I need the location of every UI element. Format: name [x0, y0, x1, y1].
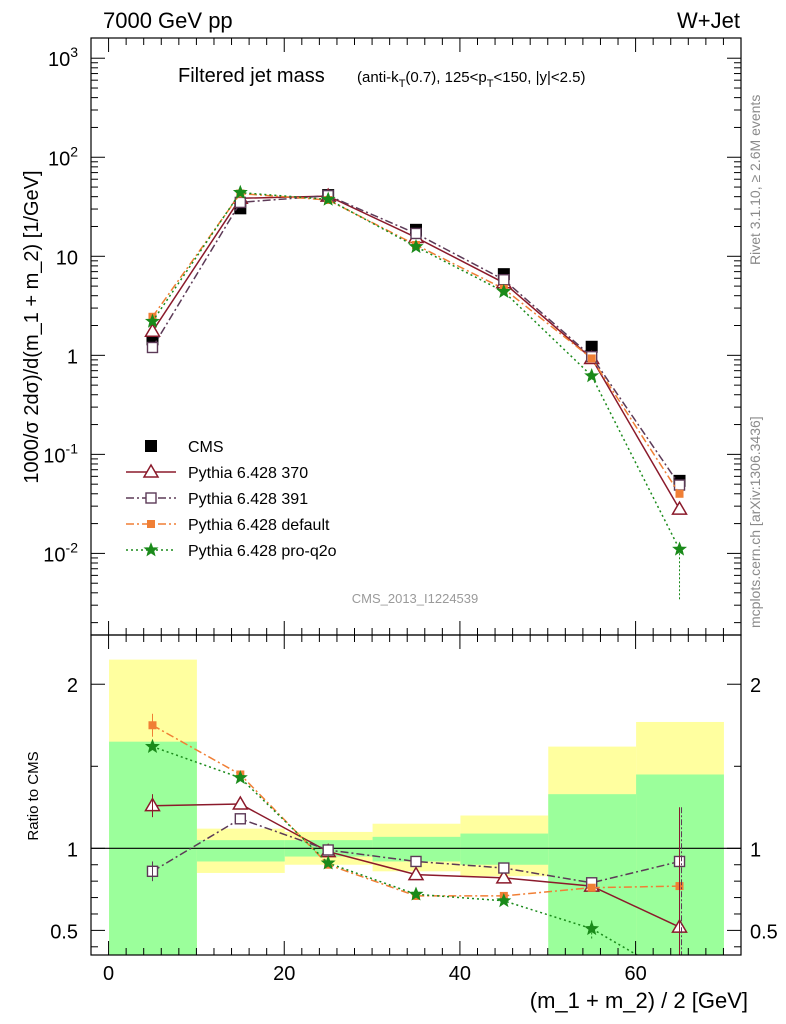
legend-marker: [145, 440, 157, 452]
data-point: [584, 368, 600, 383]
y-tick-label: 10-1: [43, 440, 78, 467]
rivet-label: Rivet 3.1.10, ≥ 2.6M events: [747, 95, 763, 265]
ratio-point: [320, 855, 336, 870]
plot-title: Filtered jet mass: [178, 65, 325, 87]
data-point: [585, 340, 598, 353]
legend-label: Pythia 6.428 default: [188, 517, 330, 534]
ratio-y-axis-title: Ratio to CMS: [25, 751, 42, 840]
legend-entry: Pythia 6.428 370: [126, 463, 308, 482]
upper-y-axis-title: 1000/σ 2dσ)/d(m_1 + m_2) [1/GeV]: [21, 170, 43, 483]
legend-marker: [143, 542, 159, 557]
ratio-y-tick-label: 1: [67, 839, 78, 861]
legend-entry: Pythia 6.428 391: [126, 491, 308, 508]
legend-label: Pythia 6.428 pro-q2o: [188, 543, 337, 560]
ratio-point: [407, 866, 425, 881]
uncertainty-band-green: [460, 833, 549, 865]
ratio-y-tick-label-right: 0.5: [750, 921, 778, 943]
ratio-point: [322, 844, 334, 856]
y-tick-label: 10: [56, 247, 78, 269]
x-axis-title: (m_1 + m_2) / 2 [GeV]: [530, 988, 748, 1013]
ratio-point: [144, 738, 160, 753]
ratio-frame: [90, 634, 742, 956]
data-point: [672, 541, 688, 556]
ratio-y-tick-label: 2: [67, 675, 78, 697]
legend-label: Pythia 6.428 370: [188, 465, 308, 482]
y-tick-label: 1: [67, 346, 78, 368]
data-point: [587, 354, 596, 363]
data-point: [675, 489, 684, 498]
data-point: [496, 283, 512, 298]
header-left: 7000 GeV pp: [103, 8, 233, 33]
ratio-point: [408, 886, 424, 901]
legend-entry: Pythia 6.428 default: [126, 517, 330, 534]
header-right: W+Jet: [677, 8, 740, 33]
data-point: [408, 238, 424, 254]
series-pythia-6-428-391: [146, 189, 686, 491]
data-point: [498, 274, 510, 286]
x-tick-label: 0: [103, 963, 114, 985]
plot-subtitle: (anti-kT(0.7), 125<pT<150, |y|<2.5): [357, 69, 586, 90]
y-tick-label: 103: [48, 44, 78, 71]
legend-label: Pythia 6.428 391: [188, 491, 308, 508]
analysis-watermark: CMS_2013_I1224539: [352, 591, 479, 606]
data-point: [671, 500, 688, 515]
legend-marker: [147, 520, 155, 528]
ratio-point: [584, 920, 600, 936]
x-tick-label: 60: [624, 963, 646, 985]
y-tick-label: 102: [48, 143, 78, 170]
data-point: [410, 227, 422, 240]
ratio-point: [495, 869, 513, 884]
x-tick-label: 20: [273, 963, 295, 985]
data-point: [146, 341, 159, 354]
ratio-point: [498, 862, 510, 874]
legend-marker: [145, 492, 157, 504]
ratio-point: [496, 892, 512, 908]
legend: CMS Pythia 6.428 370 Pythia 6.428 391 Pythi…: [126, 439, 337, 560]
series-pythia-6-428-pro-q2o: [144, 184, 688, 556]
ratio-point: [673, 973, 686, 986]
legend-label: CMS: [188, 439, 224, 456]
legend-marker: [142, 463, 160, 478]
ratio-series-group: [144, 713, 688, 986]
ratio-y-tick-label-right: 2: [750, 675, 761, 697]
ratio-y-tick-label: 0.5: [50, 921, 78, 943]
data-point: [144, 322, 161, 338]
uncertainty-band-green: [196, 840, 285, 862]
ratio-point: [232, 769, 248, 785]
mcplots-label: mcplots.cern.ch [arXiv:1306.3436]: [747, 416, 763, 628]
ratio-point: [410, 855, 422, 868]
upper-panel: 10-2 10-1 1 10 102 103 CMS Pythia 6.428 370 Pyth…: [43, 37, 742, 636]
data-point: [673, 479, 686, 491]
legend-entry: Pythia 6.428 pro-q2o: [126, 542, 337, 560]
data-point: [320, 191, 336, 206]
ratio-panel: 0.5 0.51 12 20 20 40 60: [50, 634, 778, 986]
legend-entry: CMS: [145, 439, 224, 456]
data-point: [144, 313, 160, 328]
ratio-series-pythia-6-428-pro-q2o: [144, 738, 686, 986]
ratio-point: [234, 813, 247, 825]
ratio-point: [232, 795, 249, 810]
ratio-point: [587, 883, 596, 892]
x-tick-label: 40: [449, 963, 471, 985]
y-tick-label: 10-2: [43, 539, 78, 566]
ratio-y-tick-label-right: 1: [750, 839, 761, 861]
data-point: [232, 184, 248, 199]
